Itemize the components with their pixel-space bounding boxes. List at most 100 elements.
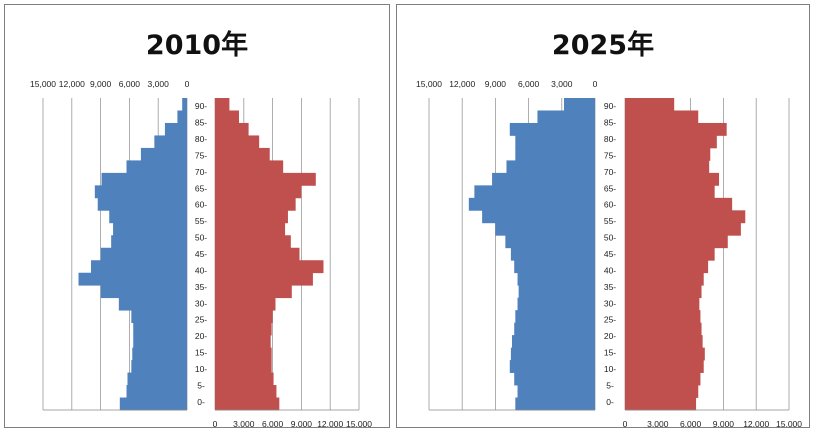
bar-left <box>514 260 595 274</box>
age-label: 85- <box>195 118 207 128</box>
bar-left <box>119 397 187 411</box>
left-tick-label: 12,000 <box>59 79 85 89</box>
bar-right <box>625 335 703 348</box>
bar-right <box>215 197 296 211</box>
bar-right <box>215 185 302 199</box>
bar-right <box>215 172 316 186</box>
age-label: 25- <box>604 315 616 325</box>
bar-right <box>625 297 700 311</box>
bar-left <box>97 197 187 211</box>
age-label: 90- <box>195 101 207 111</box>
right-tick-label: 15,000 <box>346 419 372 427</box>
bar-right <box>625 247 715 261</box>
right-tick-label: 3,000 <box>233 419 255 427</box>
right-tick-label: 12,000 <box>317 419 343 427</box>
bar-right <box>625 360 704 373</box>
age-label: 40- <box>604 265 616 275</box>
bar-right <box>625 185 715 199</box>
bar-right <box>215 335 271 348</box>
left-tick-label: 9,000 <box>90 79 112 89</box>
bar-left <box>509 122 595 136</box>
bar-right <box>625 235 728 249</box>
bar-right <box>625 347 705 361</box>
bar-left <box>100 247 187 261</box>
bar-right <box>625 172 720 186</box>
bar-left <box>101 172 187 186</box>
bar-right <box>625 197 733 211</box>
right-tick-label: 12,000 <box>743 419 769 427</box>
age-label: 45- <box>195 249 207 259</box>
right-tick-label: 9,000 <box>291 419 313 427</box>
bar-right <box>625 210 746 224</box>
bar-left <box>94 185 187 199</box>
bar-right <box>215 122 249 136</box>
bar-left <box>468 197 595 211</box>
pyramid-panel-2025: 2025年 0- 5- 10- 15- 20- 25- 30- 35- 40- 45- 50- 55-… <box>396 4 810 428</box>
pyramid-chart-2010: 0- 5- 10- 15- 20- 25- 30- 35- 40- 45- 50- 55- 60- 65-… <box>30 79 372 427</box>
age-label: 65- <box>604 183 616 193</box>
bar-left <box>517 297 595 311</box>
age-label: 45- <box>604 249 616 259</box>
bar-left <box>518 285 595 299</box>
bar-left <box>111 235 187 249</box>
bar-right <box>625 147 711 161</box>
age-label: 80- <box>604 134 616 144</box>
bar-left <box>100 285 187 299</box>
bar-left <box>113 222 187 236</box>
bar-left <box>510 347 595 361</box>
bar-right <box>215 385 277 398</box>
bar-left <box>512 335 595 348</box>
bar-right <box>215 260 324 274</box>
left-tick-label: 15,000 <box>30 79 56 89</box>
age-label: 5- <box>197 380 205 390</box>
bar-right <box>215 322 272 336</box>
age-label: 55- <box>195 216 207 226</box>
bar-left <box>537 110 595 124</box>
bar-right <box>625 122 727 136</box>
age-label: 35- <box>604 282 616 292</box>
age-label: 75- <box>604 150 616 160</box>
bar-left <box>474 185 595 199</box>
age-label: 20- <box>604 331 616 341</box>
bar-right <box>215 110 239 124</box>
bar-left <box>495 222 595 236</box>
bar-left <box>182 98 187 111</box>
bar-left <box>506 160 595 174</box>
bar-right <box>215 347 272 361</box>
bar-left <box>126 385 187 398</box>
age-label: 70- <box>195 167 207 177</box>
age-label: 60- <box>195 200 207 210</box>
age-label: 50- <box>604 233 616 243</box>
age-label: 30- <box>195 298 207 308</box>
age-label: 85- <box>604 118 616 128</box>
bar-left <box>78 272 187 286</box>
bar-left <box>514 372 595 386</box>
bar-right <box>625 322 702 336</box>
age-label: 35- <box>195 282 207 292</box>
bar-left <box>133 335 187 348</box>
left-tick-label: 12,000 <box>449 79 475 89</box>
bar-left <box>510 247 595 261</box>
bar-right <box>215 210 288 224</box>
bar-left <box>505 235 595 249</box>
bar-left <box>109 210 187 224</box>
left-tick-label: 6,000 <box>518 79 540 89</box>
bar-left <box>509 360 595 373</box>
right-tick-label: 15,000 <box>776 419 802 427</box>
age-label: 10- <box>195 364 207 374</box>
age-label: 55- <box>604 216 616 226</box>
age-label: 15- <box>195 348 207 358</box>
bar-right <box>215 98 230 111</box>
left-tick-label: 15,000 <box>416 79 442 89</box>
bar-left <box>131 310 187 324</box>
bar-right <box>215 147 270 161</box>
right-tick-label: 6,000 <box>262 419 284 427</box>
bar-right <box>625 135 717 149</box>
bar-right <box>625 272 704 286</box>
bar-left <box>91 260 187 274</box>
bar-right <box>625 260 709 274</box>
pyramid-panel-2010: 2010年 0- 5- 10- 15- 20- 25- 30- 35- 40- 45- 50- 55-… <box>4 4 390 428</box>
bar-left <box>164 122 187 136</box>
chart-title: 2025年 <box>551 30 655 61</box>
left-tick-label: 3,000 <box>551 79 573 89</box>
